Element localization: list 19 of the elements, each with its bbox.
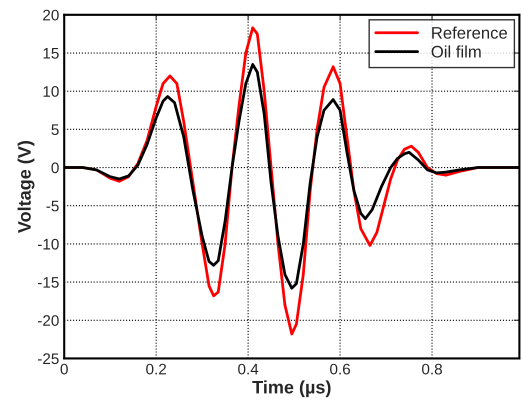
y-tick-label: -5 bbox=[46, 200, 59, 212]
y-tick-label: 15 bbox=[44, 48, 59, 59]
legend-label: Oil film bbox=[432, 45, 481, 58]
x-tick-label: 0.4 bbox=[238, 364, 258, 375]
legend-label: Reference bbox=[432, 26, 507, 39]
y-tick-label: 0 bbox=[51, 162, 59, 174]
x-tick-label: 0.6 bbox=[330, 364, 350, 375]
x-tick-label: 0.2 bbox=[146, 364, 166, 375]
y-tick-label: -15 bbox=[38, 277, 59, 288]
y-tick-label: 10 bbox=[44, 86, 59, 97]
y-tick-label: -20 bbox=[38, 315, 59, 326]
y-tick-label: -10 bbox=[38, 238, 59, 250]
y-tick-label: -25 bbox=[38, 353, 59, 364]
y-tick-label: 5 bbox=[51, 124, 59, 136]
x-tick-label: 0 bbox=[60, 364, 68, 375]
y-tick-label: 20 bbox=[43, 10, 59, 21]
x-tick-label: 0.8 bbox=[422, 364, 442, 375]
y-axis-title: Voltage (V) bbox=[18, 141, 34, 233]
x-axis-title: Time (µs) bbox=[252, 380, 331, 398]
